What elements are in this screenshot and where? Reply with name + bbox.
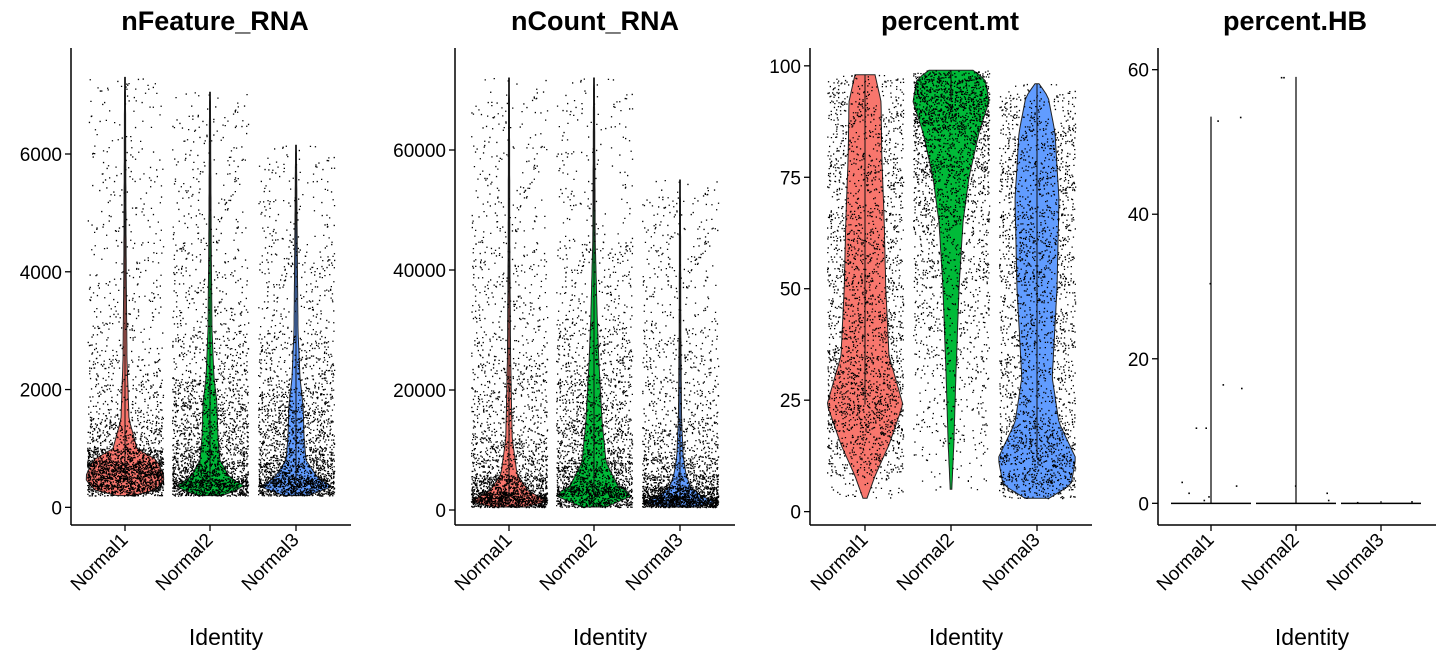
data-point (1294, 485, 1297, 487)
y-tick-label: 25 (780, 391, 801, 412)
x-tick-label-normal1: Normal1 (807, 530, 873, 596)
violin-normal3 (642, 179, 720, 509)
x-axis-title: Identity (573, 624, 648, 650)
x-axis-title: Identity (189, 624, 264, 650)
y-tick-label: 0 (1138, 494, 1149, 515)
data-point (1241, 387, 1243, 390)
x-tick-label-normal2: Normal2 (1238, 530, 1304, 596)
x-tick-label-normal1: Normal1 (67, 530, 133, 596)
y-tick-label: 20 (1128, 350, 1149, 371)
y-tick-label: 6000 (20, 145, 62, 166)
y-tick-label: 75 (780, 168, 801, 189)
x-tick-label-normal2: Normal2 (893, 530, 959, 596)
y-tick-label: 100 (769, 57, 801, 78)
x-tick-label-normal3: Normal3 (1323, 530, 1389, 596)
data-point (1217, 120, 1219, 122)
violin-normal1 (470, 77, 549, 509)
violin-normal1 (85, 76, 165, 497)
data-point (1209, 282, 1212, 285)
y-tick-label: 40000 (393, 261, 446, 282)
violin-points (999, 83, 1077, 500)
violin-points (258, 145, 336, 497)
violin-points (87, 78, 165, 497)
data-point (1356, 501, 1359, 504)
data-point (1181, 481, 1183, 484)
data-point (1208, 496, 1210, 498)
violin-normal3 (998, 83, 1077, 500)
chart-title: nCount_RNA (511, 6, 679, 36)
violin-normal2 (172, 91, 250, 497)
y-tick-label: 60 (1128, 61, 1149, 82)
data-point (1280, 76, 1283, 79)
x-tick-label-normal3: Normal3 (238, 530, 304, 596)
x-tick-label-normal1: Normal1 (1153, 530, 1219, 596)
x-tick-label-normal1: Normal1 (451, 530, 517, 596)
data-point (1222, 384, 1225, 386)
violin-normal2 (556, 77, 634, 509)
data-point (1327, 499, 1330, 502)
violin-normal2 (912, 69, 991, 491)
y-tick-label: 40 (1128, 205, 1149, 226)
data-point (1205, 427, 1207, 429)
data-point (1235, 485, 1238, 487)
panel-percent-mt: percent.mt 0 25 50 75 100 Normal1 Normal2 Normal… (769, 6, 1092, 650)
x-tick-label-normal3: Normal3 (979, 530, 1045, 596)
y-tick-label: 0 (790, 503, 801, 524)
data-point (1203, 499, 1206, 502)
panel-nfeature-rna: nFeature_RNA 0 2000 4000 6000 Normal1 Normal2 N… (20, 6, 351, 650)
violin-normal3 (1341, 501, 1421, 505)
panel-ncount-rna: nCount_RNA 0 20000 40000 60000 Normal1 Normal2… (393, 6, 735, 650)
y-tick-label: 0 (51, 498, 62, 519)
x-axis-title: Identity (1275, 624, 1350, 650)
x-tick-label-normal2: Normal2 (536, 530, 602, 596)
data-point (1188, 492, 1190, 495)
data-point (1411, 501, 1413, 503)
chart-title: percent.mt (881, 6, 1019, 36)
panel-percent-hb: percent.HB 0 20 40 60 Normal1 Normal2 Normal3 Id… (1128, 6, 1436, 650)
violin-normal3 (258, 144, 336, 497)
violin-points (913, 70, 991, 491)
y-tick-label: 0 (435, 501, 446, 522)
violin-points (827, 74, 905, 499)
data-point (1239, 116, 1242, 119)
chart-title: percent.HB (1223, 6, 1367, 36)
y-tick-label: 60000 (393, 141, 446, 162)
y-tick-label: 50 (780, 280, 801, 301)
data-point (1326, 492, 1328, 495)
y-tick-label: 20000 (393, 381, 446, 402)
x-axis-title: Identity (929, 624, 1004, 650)
violin-points (642, 180, 720, 509)
violin-normal2 (1256, 76, 1336, 505)
data-point (1195, 427, 1198, 429)
y-tick-label: 4000 (20, 263, 62, 284)
y-tick-label: 2000 (20, 381, 62, 402)
violin-normal1 (826, 74, 905, 499)
x-tick-label-normal3: Normal3 (622, 530, 688, 596)
chart-title: nFeature_RNA (121, 6, 309, 36)
x-tick-label-normal2: Normal2 (152, 530, 218, 596)
data-point (1283, 76, 1285, 79)
violin-normal1 (1171, 116, 1251, 505)
